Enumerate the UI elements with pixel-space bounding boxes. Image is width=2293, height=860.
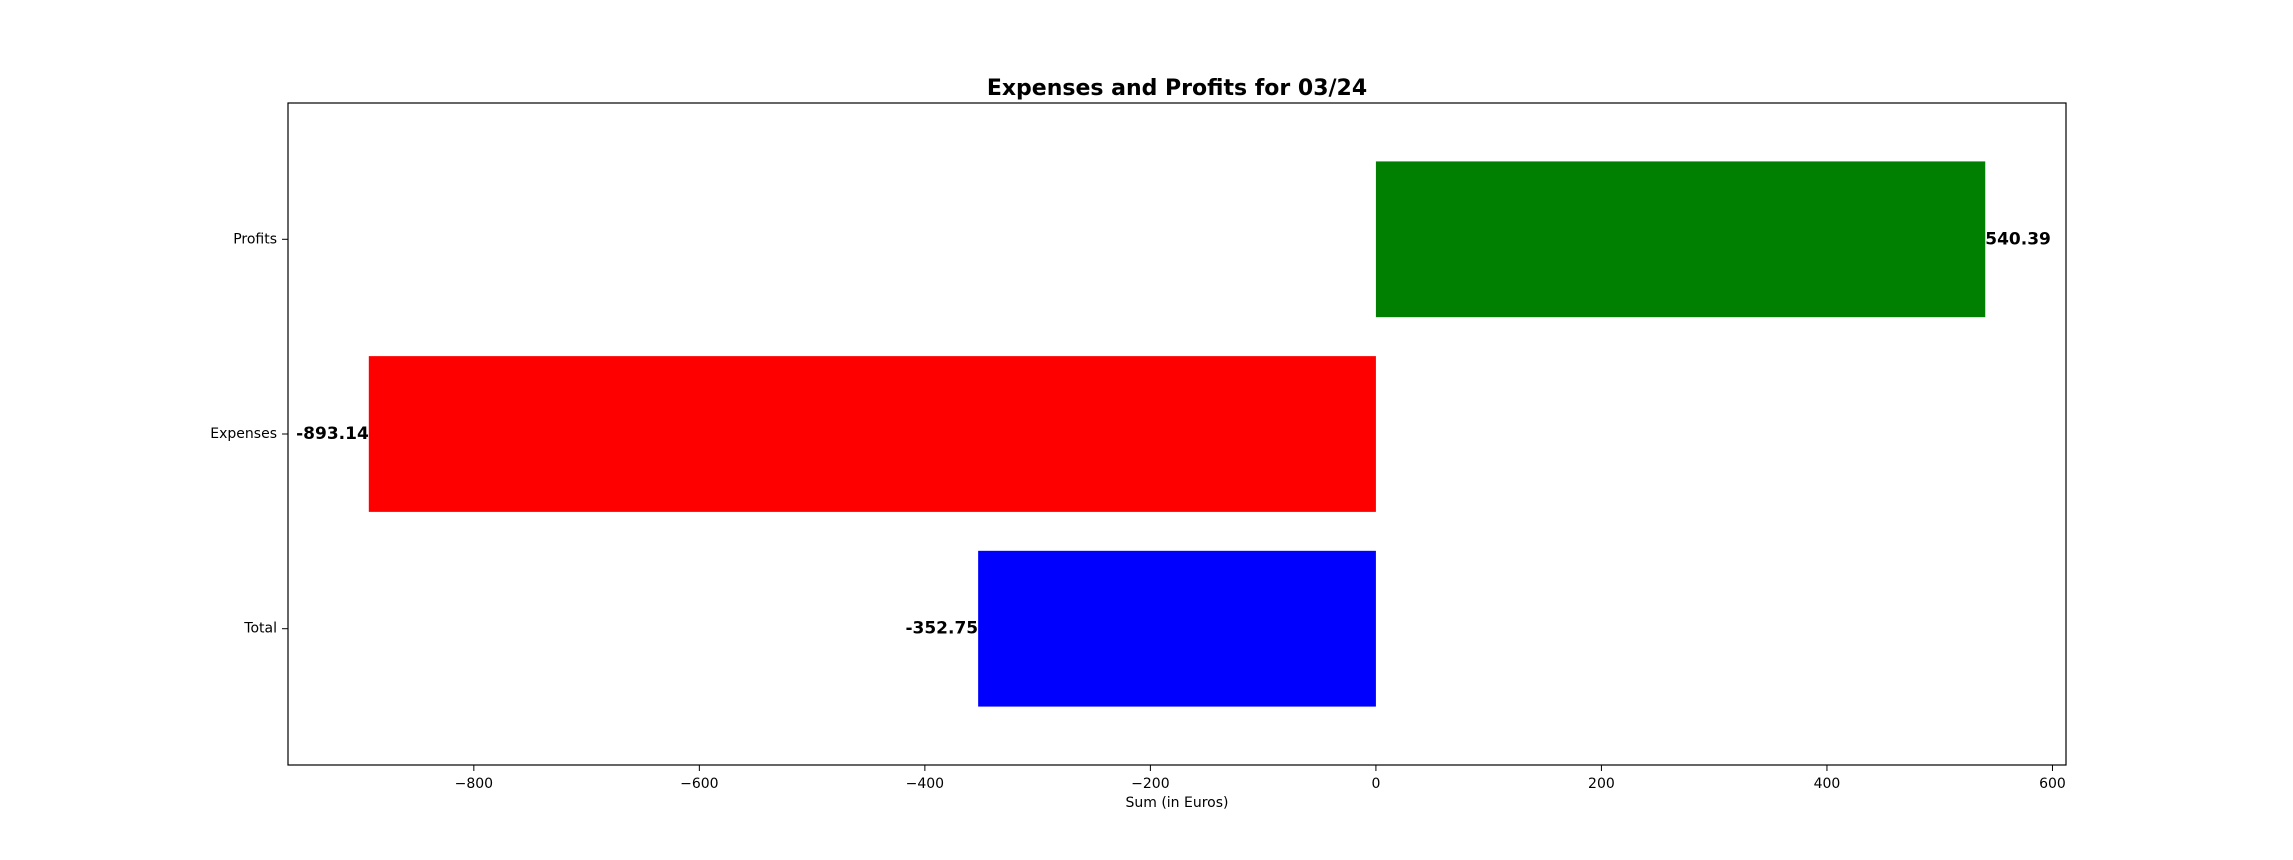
x-tick-label: 400 [1814, 776, 1841, 792]
data-label-profits: 540.39 [1985, 229, 2051, 249]
y-tick-label-total: Total [243, 621, 277, 637]
y-axis: Total Expenses Profits [210, 231, 288, 637]
bar-total [978, 550, 1376, 707]
x-tick-label: −800 [455, 776, 493, 792]
data-label-expenses: -893.14 [296, 424, 369, 444]
x-tick-label: 200 [1588, 776, 1615, 792]
y-tick-label-profits: Profits [233, 231, 277, 247]
x-tick-label: −400 [906, 776, 944, 792]
bars-layer [368, 161, 1986, 707]
x-tick-label: 0 [1371, 776, 1380, 792]
bar-profits [1375, 161, 1986, 318]
x-tick-label: −200 [1131, 776, 1169, 792]
data-label-total: -352.75 [905, 619, 978, 639]
bar-expenses [368, 356, 1376, 512]
data-labels: -352.75 -893.14 540.39 [296, 229, 2051, 638]
x-axis: −800 −600 −400 −200 0 200 400 600 [455, 765, 2066, 792]
x-tick-label: −600 [680, 776, 718, 792]
chart-title: Expenses and Profits for 03/24 [987, 76, 1367, 101]
x-tick-label: 600 [2039, 776, 2066, 792]
y-tick-label-expenses: Expenses [210, 426, 277, 442]
x-axis-label: Sum (in Euros) [1125, 795, 1228, 811]
